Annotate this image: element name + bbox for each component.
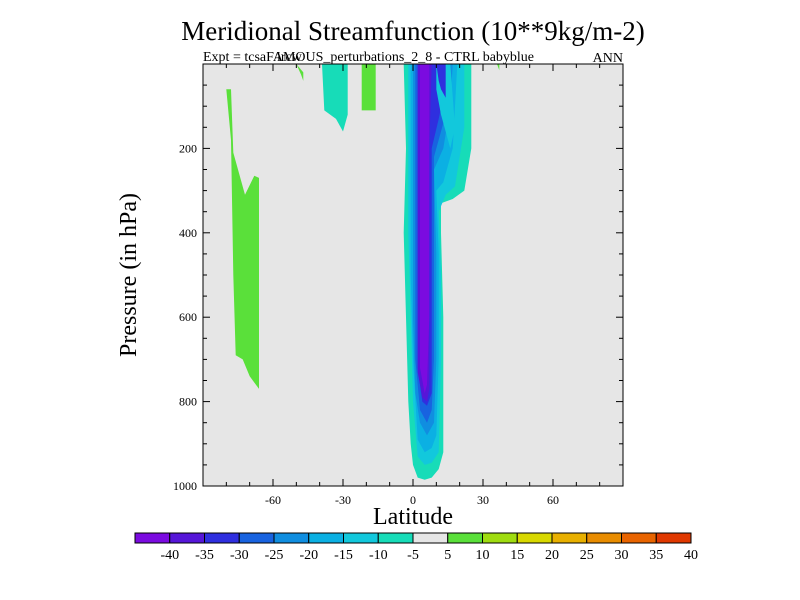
colorbar-swatch bbox=[621, 532, 657, 544]
colorbar-label: 40 bbox=[684, 548, 698, 563]
colorbar-label: -20 bbox=[299, 548, 318, 563]
x-tick-label: -60 bbox=[265, 493, 281, 507]
colorbar-swatch bbox=[377, 532, 414, 544]
y-tick-label: 800 bbox=[179, 395, 197, 409]
chart-subtitle: Expt = tcsaFAMOUS_perturbations_2_8 - CT… bbox=[203, 50, 534, 65]
contour-region-upper-positive-2 bbox=[361, 64, 376, 111]
colorbar-label: -30 bbox=[230, 548, 249, 563]
contour-region-tiny-positive-north bbox=[497, 64, 500, 71]
colorbar-label: -35 bbox=[195, 548, 214, 563]
y-tick-label: 200 bbox=[179, 141, 197, 155]
colorbar-swatch bbox=[169, 532, 205, 544]
x-axis-label: Latitude bbox=[373, 504, 453, 530]
y-tick-label: 1000 bbox=[173, 479, 197, 493]
chart-subtitle-overlap: ircw bbox=[277, 50, 303, 65]
colorbar-label: -40 bbox=[160, 548, 179, 563]
colorbar-swatch bbox=[134, 532, 171, 544]
colorbar-label: 35 bbox=[649, 548, 663, 563]
colorbar-swatch bbox=[238, 532, 275, 544]
contour-region-polar-south-positive bbox=[226, 89, 259, 389]
chart-title: Meridional Streamfunction (10**9kg/m-2) bbox=[181, 16, 644, 46]
season-label: ANN bbox=[593, 51, 623, 66]
x-tick-label: 30 bbox=[477, 493, 489, 507]
x-tick-label: 0 bbox=[410, 493, 416, 507]
colorbar-label: 15 bbox=[510, 548, 524, 563]
colorbar-label: -15 bbox=[334, 548, 353, 563]
colorbar-swatch bbox=[482, 532, 518, 544]
colorbar-swatch bbox=[551, 532, 588, 544]
colorbar-swatch bbox=[447, 532, 483, 544]
colorbar-label: -25 bbox=[265, 548, 284, 563]
colorbar-label: -10 bbox=[369, 548, 388, 563]
y-tick-label: 400 bbox=[179, 226, 197, 240]
contour-region-upper-minus35-streak bbox=[436, 64, 446, 98]
y-axis-label: Pressure (in hPa) bbox=[116, 193, 142, 357]
colorbar-label: 20 bbox=[545, 548, 559, 563]
x-tick-label: 60 bbox=[547, 493, 559, 507]
colorbar-swatch bbox=[516, 532, 553, 544]
contour-region-upper-negative-1 bbox=[322, 64, 348, 132]
colorbar-swatch bbox=[204, 532, 240, 544]
colorbar-label: 25 bbox=[580, 548, 594, 563]
contour-region-hadley-cell-core bbox=[420, 64, 430, 394]
colorbar-label: 30 bbox=[615, 548, 629, 563]
colorbar-swatch bbox=[343, 532, 379, 544]
x-tick-label: -30 bbox=[335, 493, 351, 507]
colorbar-swatch bbox=[586, 532, 622, 544]
colorbar-label: 10 bbox=[476, 548, 490, 563]
colorbar-swatch bbox=[273, 532, 310, 544]
colorbar-label: -5 bbox=[407, 548, 419, 563]
colorbar-swatch bbox=[655, 532, 692, 544]
colorbar-swatch bbox=[308, 532, 344, 544]
y-tick-label: 600 bbox=[179, 310, 197, 324]
colorbar-swatch bbox=[412, 532, 449, 544]
contour-region-upper-positive-1 bbox=[296, 64, 304, 81]
colorbar-label: 5 bbox=[444, 548, 451, 563]
